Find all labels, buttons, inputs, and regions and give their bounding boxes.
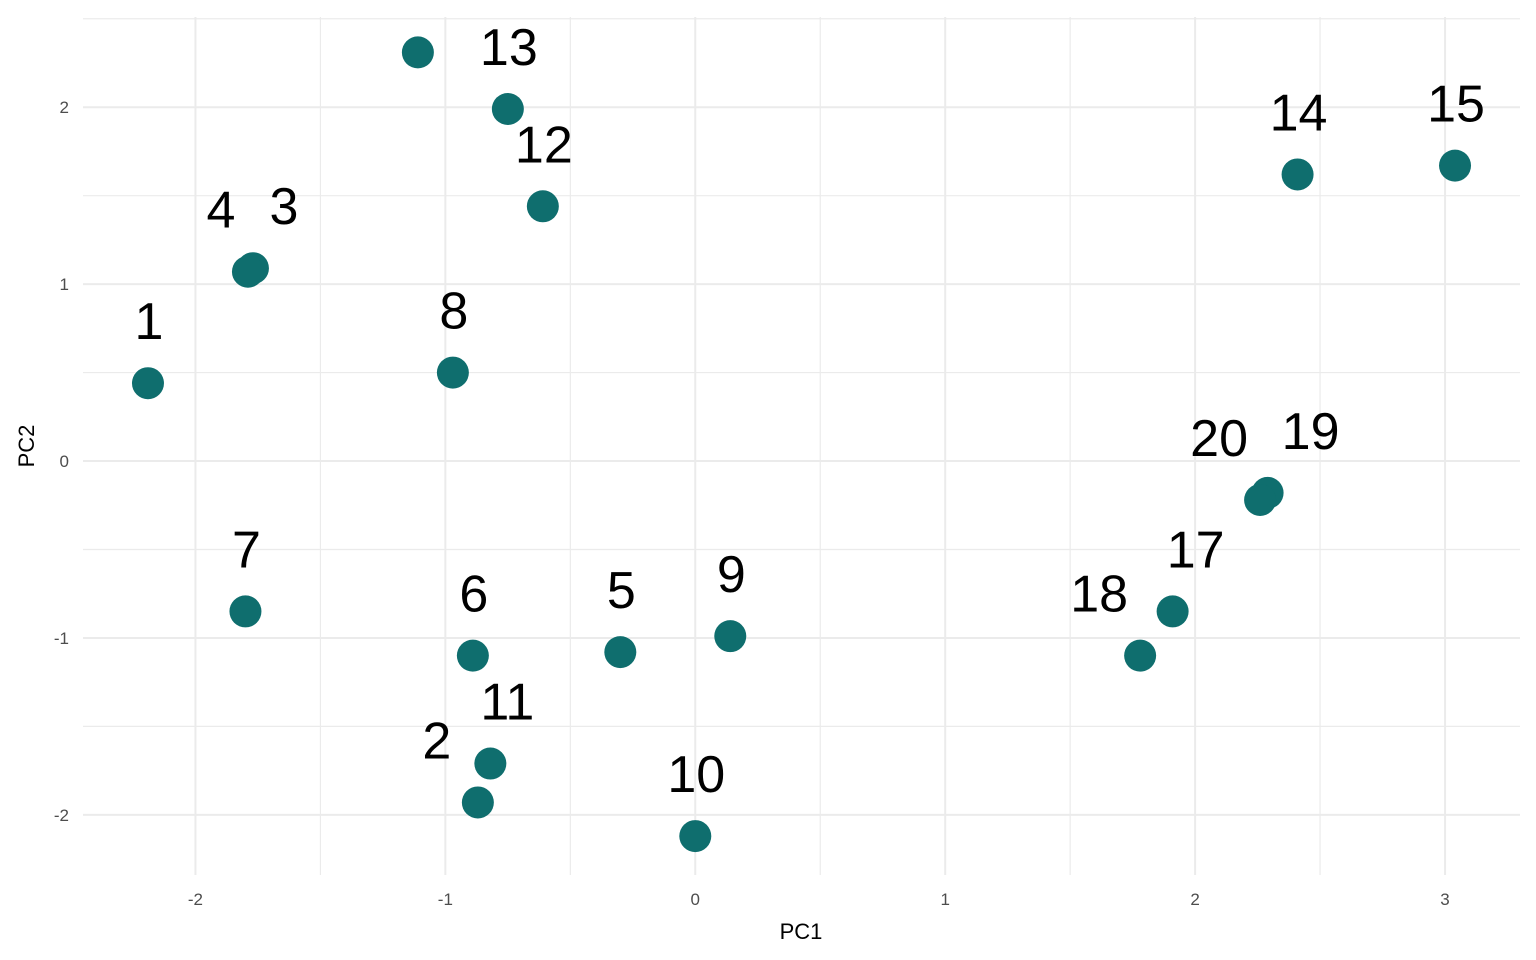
data-point	[401, 36, 434, 69]
point-label: 13	[480, 19, 538, 77]
data-point	[474, 747, 507, 780]
data-point	[679, 820, 712, 853]
data-point	[604, 636, 637, 669]
point-label: 20	[1190, 410, 1248, 468]
y-tick-label: -1	[54, 629, 69, 648]
point-label: 1	[135, 293, 164, 351]
y-axis-label: PC2	[14, 425, 39, 468]
x-axis-ticks: -2 -1 0 1 2 3	[188, 890, 1450, 909]
point-label: 18	[1070, 566, 1128, 624]
point-label: 6	[459, 566, 488, 624]
point-label: 11	[480, 674, 534, 732]
point-label: 12	[515, 116, 573, 174]
y-tick-label: -2	[54, 806, 69, 825]
point-label: 4	[206, 182, 235, 240]
data-point	[1124, 639, 1157, 672]
y-tick-label: 1	[60, 275, 69, 294]
data-point	[456, 639, 489, 672]
point-label: 2	[422, 712, 451, 770]
y-tick-label: 2	[60, 98, 69, 117]
x-tick-label: 1	[940, 890, 949, 909]
x-tick-label: 3	[1440, 890, 1449, 909]
point-label: 3	[269, 178, 298, 236]
data-point	[131, 367, 164, 400]
x-tick-label: 0	[691, 890, 700, 909]
data-point	[491, 92, 524, 125]
data-point	[1281, 158, 1314, 191]
point-label: 19	[1282, 403, 1340, 461]
data-point	[229, 595, 262, 628]
point-label: 17	[1167, 521, 1225, 579]
y-tick-label: 0	[60, 452, 69, 471]
x-axis-label: PC1	[780, 919, 823, 944]
point-label: 10	[667, 746, 725, 804]
data-point	[1244, 483, 1277, 516]
x-tick-label: 2	[1190, 890, 1199, 909]
point-label: 5	[607, 562, 636, 620]
point-label: 8	[439, 283, 468, 341]
point-label: 15	[1427, 76, 1485, 134]
point-label: 9	[717, 546, 746, 604]
x-tick-label: -2	[188, 890, 203, 909]
y-axis-ticks: -2 -1 0 1 2	[54, 98, 69, 825]
point-label: 7	[232, 521, 261, 579]
data-point	[436, 356, 469, 389]
data-point	[461, 786, 494, 819]
data-point	[714, 620, 747, 653]
data-point	[231, 255, 264, 288]
data-points	[131, 36, 1472, 853]
x-tick-label: -1	[438, 890, 453, 909]
data-point	[526, 190, 559, 223]
data-point	[1439, 149, 1472, 182]
data-point	[1156, 595, 1189, 628]
point-label: 14	[1270, 84, 1328, 142]
